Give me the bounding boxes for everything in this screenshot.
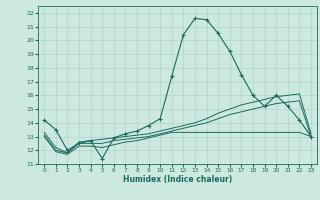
X-axis label: Humidex (Indice chaleur): Humidex (Indice chaleur) [123,175,232,184]
